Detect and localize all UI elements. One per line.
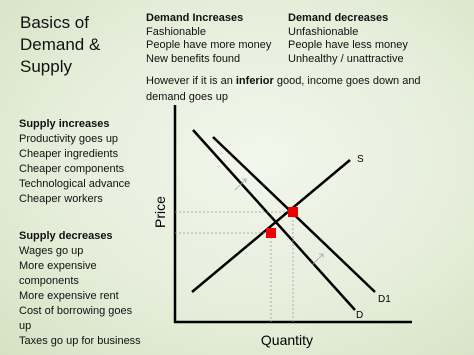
demand-increases: Demand Increases Fashionable People have… — [146, 12, 271, 66]
heading: Demand Increases — [146, 12, 244, 24]
note-text: good, income goes down and demand goes u… — [146, 75, 421, 103]
title: Basics of Demand & Supply — [20, 12, 100, 78]
equilibrium — [266, 228, 276, 238]
title-line: Demand & — [20, 35, 101, 54]
supply-label: S — [357, 154, 364, 165]
item: Productivity goes up — [19, 133, 119, 145]
item: People have less money — [288, 39, 408, 51]
item: More expensive components — [19, 260, 97, 287]
x-label: Quantity — [261, 332, 313, 348]
heading: Supply decreases — [19, 230, 113, 242]
equilibrium-new — [288, 207, 298, 217]
y-label: Price — [152, 196, 168, 228]
item: Cost of borrowing goes up — [19, 305, 133, 332]
supply-increases: Supply increases Productivity goes up Ch… — [19, 117, 130, 207]
heading: Demand decreases — [288, 12, 389, 24]
demand-label: D — [356, 310, 363, 321]
title-line: Supply — [20, 57, 72, 76]
item: Technological advance — [19, 178, 131, 190]
item: People have more money — [146, 39, 272, 51]
item: Wages go up — [19, 245, 84, 257]
item: Cheaper ingredients — [19, 148, 119, 160]
demand-decreases: Demand decreases Unfashionable People ha… — [288, 12, 408, 66]
guides — [175, 211, 294, 322]
shift-arrows — [234, 178, 324, 266]
title-line: Basics of — [20, 13, 89, 32]
item: New benefits found — [146, 52, 241, 65]
heading: Supply increases — [19, 118, 110, 130]
note-bold: inferior — [235, 75, 274, 87]
demand-new-label: D1 — [378, 294, 391, 305]
item: More expensive rent — [19, 290, 119, 302]
item: Taxes go up for business — [19, 335, 141, 347]
item: Cheaper workers — [19, 193, 103, 205]
note-text: However if it is an — [146, 75, 236, 87]
supply-line — [191, 159, 351, 293]
item: Unfashionable — [288, 25, 359, 38]
item: Unhealthy / unattractive — [288, 52, 404, 65]
item: Cheaper components — [19, 163, 125, 175]
supply-decreases: Supply decreases Wages go up More expens… — [19, 229, 147, 349]
note: However if it is an inferior good, incom… — [146, 73, 436, 105]
item: Fashionable — [146, 25, 206, 38]
demand-line — [192, 129, 356, 311]
